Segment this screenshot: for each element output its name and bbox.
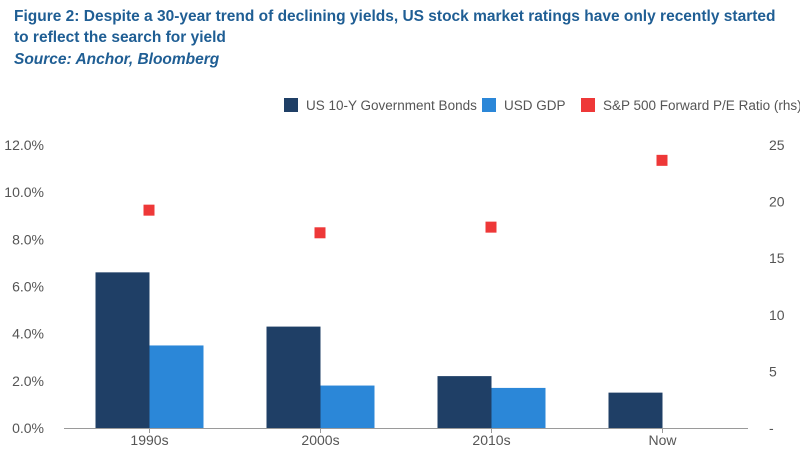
y-right-tick-label: 10 bbox=[769, 307, 785, 323]
bar-usd-gdp bbox=[320, 385, 375, 428]
y-right-tick-label: 25 bbox=[769, 137, 785, 153]
y-left-tick-label: 10.0% bbox=[4, 184, 44, 200]
y-left-tick-label: 4.0% bbox=[12, 326, 44, 342]
bar-us-10y-bonds bbox=[437, 376, 492, 428]
y-right-tick-label: 5 bbox=[769, 363, 777, 379]
bar-usd-gdp bbox=[491, 387, 546, 428]
legend-label: USD GDP bbox=[504, 98, 566, 113]
y-left-tick-label: 8.0% bbox=[12, 231, 44, 247]
x-tick-label: 1990s bbox=[130, 432, 168, 448]
y-right-tick-label: - bbox=[769, 420, 774, 436]
legend-swatch-bonds bbox=[284, 98, 298, 112]
marker-sp500-pe bbox=[656, 154, 668, 166]
bar-us-10y-bonds bbox=[266, 326, 321, 428]
y-left-tick-label: 12.0% bbox=[4, 137, 44, 153]
chart-title: Figure 2: Despite a 30-year trend of dec… bbox=[14, 8, 776, 46]
legend-swatch-pe bbox=[581, 98, 595, 112]
chart-source: Source: Anchor, Bloomberg bbox=[14, 51, 220, 68]
x-tick-label: Now bbox=[648, 432, 677, 448]
legend-label: US 10-Y Government Bonds bbox=[306, 98, 477, 113]
legend-label: S&P 500 Forward P/E Ratio (rhs) bbox=[603, 98, 800, 113]
bar-us-10y-bonds bbox=[608, 392, 663, 428]
marker-sp500-pe bbox=[485, 221, 497, 233]
marker-sp500-pe bbox=[314, 227, 326, 239]
bar-us-10y-bonds bbox=[95, 272, 150, 428]
y-right-tick-label: 15 bbox=[769, 250, 785, 266]
y-right-tick-label: 20 bbox=[769, 194, 785, 210]
marker-sp500-pe bbox=[143, 204, 155, 216]
y-left-tick-label: 2.0% bbox=[12, 373, 44, 389]
y-left-tick-label: 6.0% bbox=[12, 279, 44, 295]
x-tick-label: 2010s bbox=[472, 432, 510, 448]
y-left-tick-label: 0.0% bbox=[12, 420, 44, 436]
legend-swatch-gdp bbox=[482, 98, 496, 112]
x-tick-label: 2000s bbox=[301, 432, 339, 448]
bar-usd-gdp bbox=[149, 345, 204, 428]
